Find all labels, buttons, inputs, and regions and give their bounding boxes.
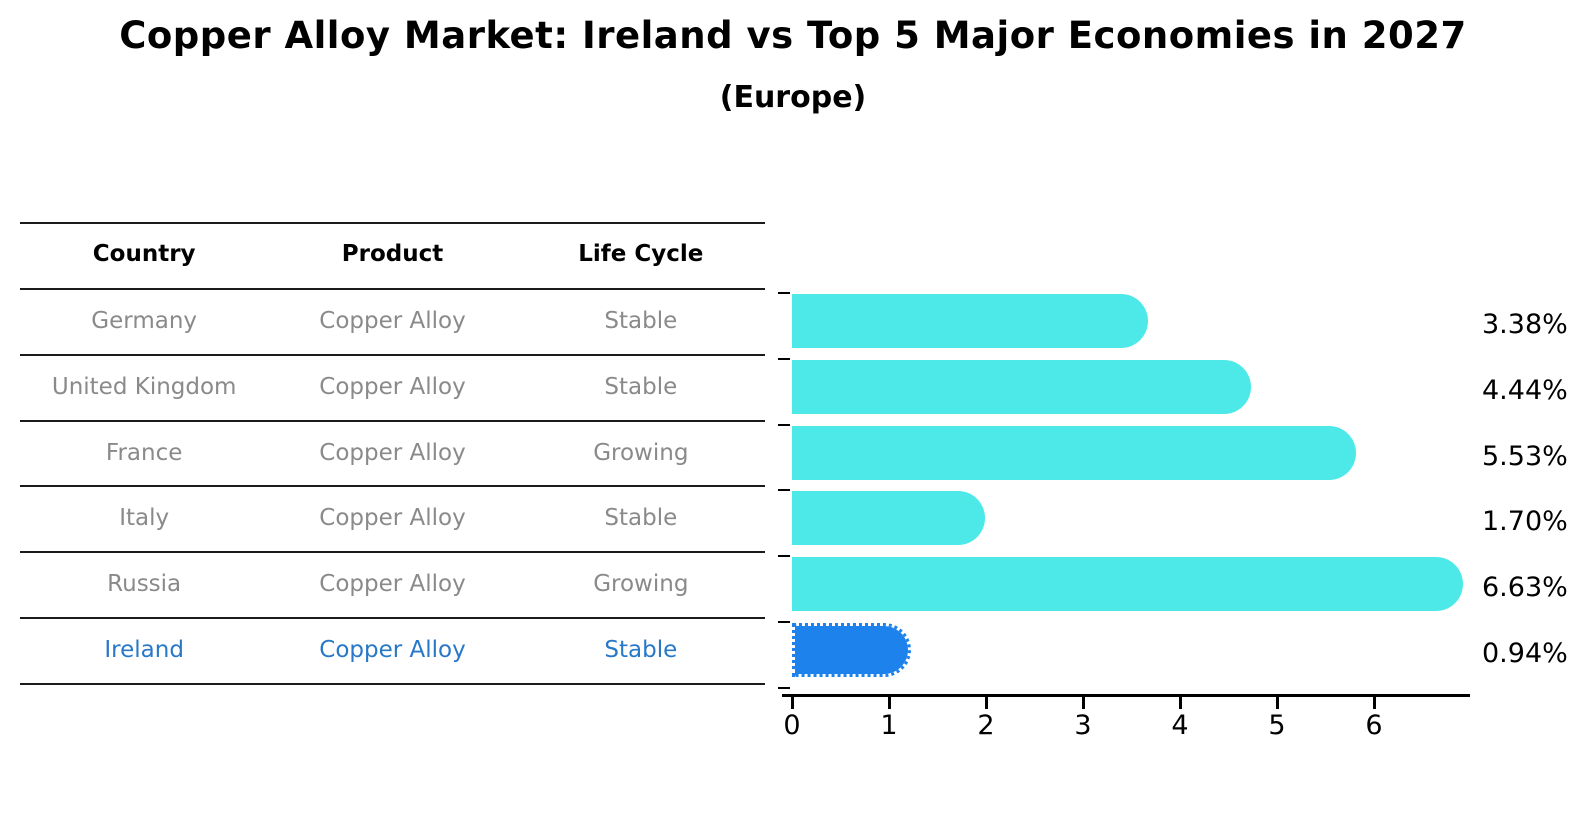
value-label-ireland: 0.94%	[1482, 638, 1568, 670]
x-tick-label: 5	[1268, 710, 1286, 741]
table-cell-product-united-kingdom: Copper Alloy	[319, 373, 466, 400]
bar-france	[792, 425, 1357, 480]
x-tick-label: 4	[1171, 710, 1189, 741]
x-tick-label: 1	[880, 710, 898, 741]
table-cell-life_cycle-france: Growing	[593, 439, 689, 466]
table-header-rule	[20, 288, 765, 290]
value-label-germany: 3.38%	[1482, 308, 1568, 340]
column-header: Country	[92, 241, 196, 267]
y-tick-mark	[778, 357, 790, 360]
table-cell-country-france: France	[105, 439, 183, 466]
bar-germany	[792, 293, 1148, 348]
table-cell-product-italy: Copper Alloy	[319, 505, 466, 532]
y-tick-mark	[778, 621, 790, 624]
column-header: Life Cycle	[578, 241, 704, 267]
x-tick-mark	[1372, 697, 1376, 709]
x-tick-label: 2	[977, 710, 995, 741]
x-tick-mark	[1081, 697, 1085, 709]
column-header: Product	[341, 241, 444, 267]
x-tick-mark	[887, 697, 891, 709]
row-rule	[20, 617, 765, 620]
table-cell-life_cycle-germany: Stable	[604, 307, 678, 334]
x-tick-label: 6	[1365, 710, 1383, 741]
x-tick-label: 3	[1074, 710, 1092, 741]
bar-united-kingdom	[792, 359, 1251, 414]
bar-russia	[792, 557, 1464, 612]
x-tick-label: 0	[783, 710, 801, 741]
x-tick-mark	[984, 697, 988, 709]
table-cell-country-russia: Russia	[107, 571, 182, 598]
table-cell-life_cycle-ireland: Stable	[604, 637, 678, 664]
table-cell-product-france: Copper Alloy	[319, 439, 466, 466]
table-top-rule	[20, 222, 765, 224]
value-label-united-kingdom: 4.44%	[1482, 374, 1568, 406]
value-label-italy: 1.70%	[1482, 506, 1568, 538]
value-label-france: 5.53%	[1482, 440, 1568, 472]
y-tick-mark	[778, 423, 790, 426]
y-tick-mark	[778, 686, 790, 689]
table-cell-product-germany: Copper Alloy	[319, 307, 466, 334]
table-cell-life_cycle-united-kingdom: Stable	[604, 373, 678, 400]
x-tick-mark	[790, 697, 794, 709]
table-cell-product-russia: Copper Alloy	[319, 571, 466, 598]
table-cell-product-ireland: Copper Alloy	[319, 637, 466, 664]
x-axis-spine	[782, 694, 1470, 697]
table-cell-life_cycle-italy: Stable	[604, 505, 678, 532]
table-cell-life_cycle-russia: Growing	[593, 571, 689, 598]
row-rule	[20, 485, 765, 488]
bar-ireland	[792, 623, 912, 678]
row-rule	[20, 551, 765, 554]
table-cell-country-italy: Italy	[119, 505, 170, 532]
table-cell-country-germany: Germany	[91, 307, 198, 334]
x-tick-mark	[1275, 697, 1279, 709]
bar-italy	[792, 491, 985, 546]
table-cell-country-united-kingdom: United Kingdom	[51, 373, 237, 400]
row-rule	[20, 419, 765, 422]
table-cell-country-ireland: Ireland	[104, 637, 184, 664]
y-tick-mark	[778, 555, 790, 558]
chart-title: Copper Alloy Market: Ireland vs Top 5 Ma…	[119, 14, 1467, 57]
row-rule	[20, 353, 765, 356]
y-tick-mark	[778, 489, 790, 492]
row-rule	[20, 682, 765, 685]
chart-subtitle: (Europe)	[719, 80, 867, 115]
x-tick-mark	[1178, 697, 1182, 709]
y-tick-mark	[778, 292, 790, 294]
value-label-russia: 6.63%	[1482, 572, 1568, 604]
